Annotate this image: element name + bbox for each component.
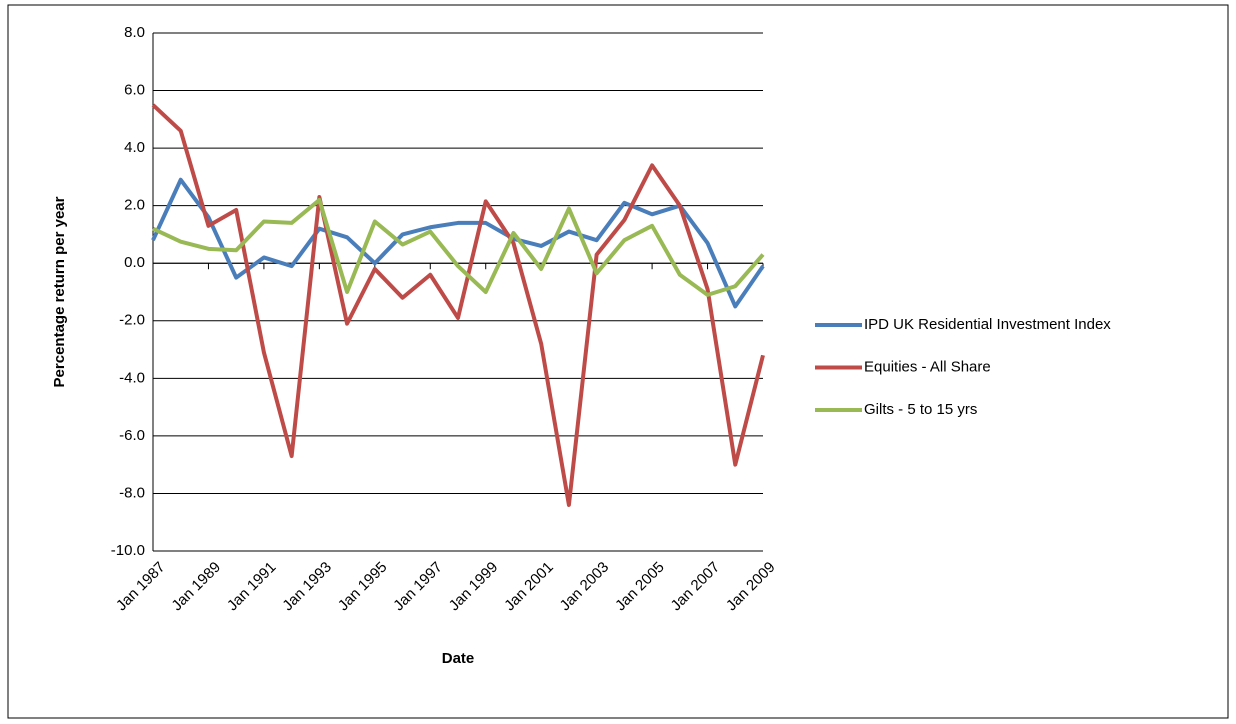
y-tick-label: 0.0 xyxy=(124,254,145,271)
y-tick-label: -6.0 xyxy=(119,427,145,444)
legend-label: Gilts - 5 to 15 yrs xyxy=(864,401,977,418)
legend-label: IPD UK Residential Investment Index xyxy=(864,316,1111,333)
y-tick-label: 8.0 xyxy=(124,24,145,41)
y-tick-label: -8.0 xyxy=(119,484,145,501)
y-axis-title: Percentage return per year xyxy=(51,196,68,387)
y-tick-label: 6.0 xyxy=(124,82,145,99)
legend-label: Equities - All Share xyxy=(864,358,991,375)
series-line xyxy=(151,103,765,507)
x-axis-title: Date xyxy=(442,650,475,667)
y-tick-label: -10.0 xyxy=(111,542,145,559)
y-tick-label: 2.0 xyxy=(124,197,145,214)
series-line xyxy=(151,177,765,309)
y-tick-label: -2.0 xyxy=(119,312,145,329)
y-tick-label: 4.0 xyxy=(124,139,145,156)
y-tick-label: -4.0 xyxy=(119,369,145,386)
chart-frame xyxy=(7,4,1229,719)
series-line xyxy=(152,197,765,297)
